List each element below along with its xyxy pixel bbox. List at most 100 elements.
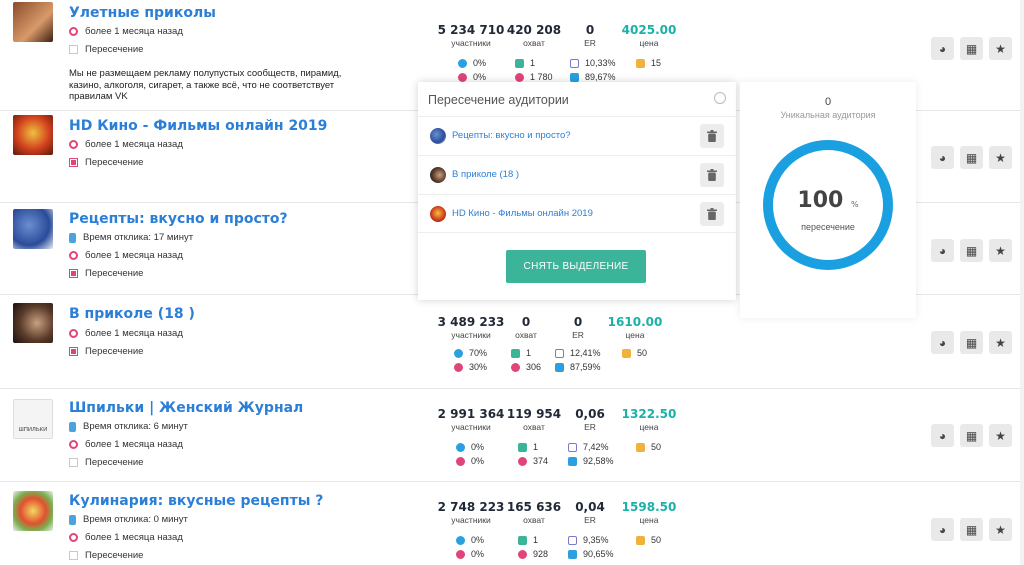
clock-icon xyxy=(69,140,78,149)
popup-item-label[interactable]: Рецепты: вкусно и просто? xyxy=(452,130,571,141)
unique-audience-panel: 0 Уникальная аудитория 100 % пересечение xyxy=(740,82,916,318)
time-ago: более 1 месяца назад xyxy=(69,139,183,150)
row-actions: ◕ ▦ ★ xyxy=(931,518,1012,541)
intersect-toggle[interactable]: Пересечение xyxy=(69,157,143,168)
stats-pie-icon[interactable]: ◕ xyxy=(931,146,954,169)
comments-count: 1 xyxy=(518,442,538,452)
mobile-share: 7,42% xyxy=(568,442,609,452)
er-stat: 0,06 ER xyxy=(575,407,605,432)
delete-button[interactable] xyxy=(700,202,724,226)
er-stat: 0 ER xyxy=(584,23,596,48)
row-actions: ◕ ▦ ★ xyxy=(931,37,1012,60)
popup-item-label[interactable]: В приколе (18 ) xyxy=(452,169,520,180)
stats-pie-icon[interactable]: ◕ xyxy=(931,37,954,60)
stats-pie-icon[interactable]: ◕ xyxy=(931,331,954,354)
checkbox[interactable] xyxy=(69,158,78,167)
calendar-icon[interactable]: ▦ xyxy=(960,239,983,262)
members-stat: 5 234 710 участники xyxy=(437,23,505,48)
reach-stat: 119 954 охват xyxy=(506,407,562,432)
avatar[interactable] xyxy=(13,491,53,531)
response-time: Время отклика: 0 минут xyxy=(69,514,188,525)
ads-count: 50 xyxy=(636,535,661,545)
star-icon[interactable]: ★ xyxy=(989,518,1012,541)
checkbox[interactable] xyxy=(69,269,78,278)
delete-button[interactable] xyxy=(700,163,724,187)
community-title[interactable]: Улетные приколы xyxy=(69,5,216,21)
avatar[interactable] xyxy=(13,2,53,42)
time-ago: более 1 месяца назад xyxy=(69,328,183,339)
unique-count: 0 xyxy=(824,96,832,108)
checkbox[interactable] xyxy=(69,45,78,54)
community-title[interactable]: HD Кино - Фильмы онлайн 2019 xyxy=(69,118,328,134)
likes-count: 1 780 xyxy=(515,72,553,82)
star-icon[interactable]: ★ xyxy=(989,146,1012,169)
members-stat: 2 991 364 участники xyxy=(437,407,505,432)
ads-icon xyxy=(636,442,645,452)
community-title[interactable]: Шпильки | Женский Журнал xyxy=(69,400,304,416)
time-ago: более 1 месяца назад xyxy=(69,26,183,37)
female-icon xyxy=(454,362,463,372)
male-share: 70% xyxy=(454,348,487,358)
intersect-toggle[interactable]: Пересечение xyxy=(69,457,143,468)
female-share: 0% xyxy=(456,456,484,466)
desktop-share: 89,67% xyxy=(570,72,616,82)
audience-intersection-popup: Пересечение аудитории Рецепты: вкусно и … xyxy=(418,82,736,300)
response-time: Время отклика: 6 минут xyxy=(69,421,188,432)
comments-count: 1 xyxy=(518,535,538,545)
community-title[interactable]: Рецепты: вкусно и просто? xyxy=(69,211,288,227)
male-icon xyxy=(456,442,465,452)
trash-icon xyxy=(707,130,717,142)
stats-pie-icon[interactable]: ◕ xyxy=(931,239,954,262)
male-share: 0% xyxy=(456,442,484,452)
community-title[interactable]: Кулинария: вкусные рецепты ? xyxy=(69,493,324,509)
female-share: 0% xyxy=(456,549,484,559)
star-icon[interactable]: ★ xyxy=(989,37,1012,60)
desktop-icon xyxy=(555,362,564,372)
calendar-icon[interactable]: ▦ xyxy=(960,424,983,447)
stats-pie-icon[interactable]: ◕ xyxy=(931,424,954,447)
reach-stat: 165 636 охват xyxy=(506,500,562,525)
clear-selection-button[interactable]: СНЯТЬ ВЫДЕЛЕНИЕ xyxy=(506,250,646,283)
intersection-ring: 100 % пересечение xyxy=(763,140,893,270)
intersect-toggle[interactable]: Пересечение xyxy=(69,346,143,357)
star-icon[interactable]: ★ xyxy=(989,331,1012,354)
intersect-toggle[interactable]: Пересечение xyxy=(69,550,143,561)
avatar[interactable] xyxy=(13,209,53,249)
intersect-toggle[interactable]: Пересечение xyxy=(69,268,143,279)
mobile-share: 9,35% xyxy=(568,535,609,545)
avatar[interactable] xyxy=(13,303,53,343)
calendar-icon[interactable]: ▦ xyxy=(960,146,983,169)
checkbox[interactable] xyxy=(69,458,78,467)
clock-icon xyxy=(69,533,78,542)
intersect-toggle[interactable]: Пересечение xyxy=(69,44,143,55)
reach-stat: 420 208 охват xyxy=(506,23,562,48)
popup-item-label[interactable]: HD Кино - Фильмы онлайн 2019 xyxy=(452,208,593,219)
table-row: Кулинария: вкусные рецепты ? Время откли… xyxy=(0,482,1020,565)
reset-icon[interactable] xyxy=(714,92,726,104)
female-icon xyxy=(458,72,467,82)
trash-icon xyxy=(707,208,717,220)
community-title[interactable]: В приколе (18 ) xyxy=(69,306,195,322)
mobile-icon xyxy=(568,442,577,452)
star-icon[interactable]: ★ xyxy=(989,424,1012,447)
comments-icon xyxy=(518,535,527,545)
calendar-icon[interactable]: ▦ xyxy=(960,331,983,354)
star-icon[interactable]: ★ xyxy=(989,239,1012,262)
calendar-icon[interactable]: ▦ xyxy=(960,518,983,541)
male-icon xyxy=(458,58,467,68)
stats-pie-icon[interactable]: ◕ xyxy=(931,518,954,541)
checkbox[interactable] xyxy=(69,551,78,560)
avatar[interactable]: ШПИЛЬКИ xyxy=(13,399,53,439)
comments-count: 1 xyxy=(515,58,535,68)
delete-button[interactable] xyxy=(700,124,724,148)
avatar[interactable] xyxy=(13,115,53,155)
popup-list-item: В приколе (18 ) xyxy=(418,155,736,194)
calendar-icon[interactable]: ▦ xyxy=(960,37,983,60)
heart-icon xyxy=(518,456,527,466)
checkbox[interactable] xyxy=(69,347,78,356)
mobile-share: 12,41% xyxy=(555,348,601,358)
desktop-icon xyxy=(568,456,577,466)
avatar xyxy=(430,206,446,222)
hand-icon xyxy=(69,232,76,243)
